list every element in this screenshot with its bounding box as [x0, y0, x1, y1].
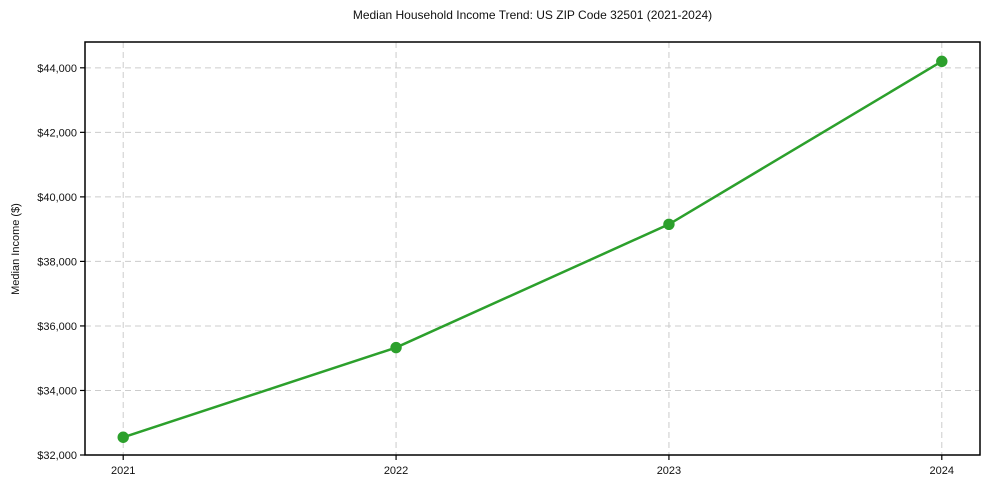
y-tick-label: $32,000 [37, 450, 77, 462]
y-tick-label: $44,000 [37, 63, 77, 75]
trend-line [121, 60, 944, 439]
data-point-2024 [936, 55, 948, 68]
data-point-2021 [117, 431, 129, 443]
x-tick-label: 2024 [930, 465, 954, 477]
data-point-2023 [663, 218, 675, 231]
x-tick-label: 2023 [657, 465, 681, 477]
y-tick-label: $42,000 [37, 127, 77, 139]
y-tick-label: $36,000 [37, 321, 77, 333]
y-tick-label: $34,000 [37, 385, 77, 397]
x-tick-label: 2021 [111, 465, 135, 477]
y-tick-label: $40,000 [37, 192, 77, 204]
plot-border [84, 41, 981, 456]
chart-title: Median Household Income Trend: US ZIP Co… [352, 8, 713, 22]
x-tick-label: 2022 [384, 465, 408, 477]
data-point-2022 [390, 341, 402, 354]
y-tick-label: $38,000 [37, 256, 77, 268]
y-axis-label: Median Income ($) [10, 203, 22, 295]
